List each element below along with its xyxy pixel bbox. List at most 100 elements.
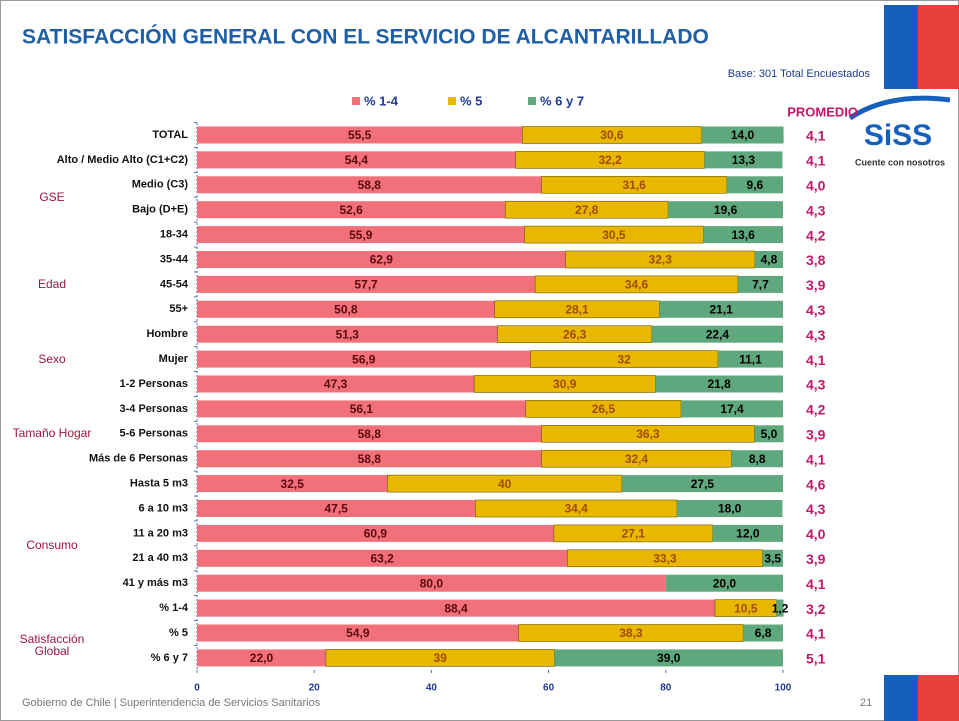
category-label: 5-6 Personas xyxy=(120,428,188,440)
bar-segment xyxy=(737,275,783,293)
base-note: Base: 301 Total Encuestados xyxy=(728,68,871,80)
bar-segment xyxy=(762,549,783,567)
bar-segment xyxy=(197,350,531,368)
bar-segment xyxy=(197,549,568,567)
bar-segment xyxy=(197,425,542,443)
average-value: 4,0 xyxy=(806,526,826,542)
flag-red xyxy=(918,5,959,89)
value-label: 32,3 xyxy=(649,253,673,267)
bar-segment xyxy=(659,300,783,318)
logo: SiSS xyxy=(864,119,932,152)
value-label: 56,9 xyxy=(352,352,376,366)
logo-swoosh xyxy=(848,95,951,121)
bar-segment xyxy=(197,126,523,144)
legend-label: % 5 xyxy=(460,93,482,108)
legend-swatch xyxy=(352,97,360,105)
average-value: 3,8 xyxy=(806,252,826,268)
value-label: 47,3 xyxy=(324,377,348,391)
x-tick-label: 80 xyxy=(660,683,672,694)
category-label: 11 a 20 m3 xyxy=(133,527,188,539)
value-label: 60,9 xyxy=(364,527,388,541)
category-label: Hombre xyxy=(146,328,188,340)
value-label: 1,2 xyxy=(772,601,789,615)
category-label: 6 a 10 m3 xyxy=(138,502,188,514)
value-label: 40 xyxy=(498,477,512,491)
value-label: 30,5 xyxy=(602,228,626,242)
bar-segment xyxy=(197,176,542,194)
page-number: 21 xyxy=(860,697,872,709)
footer: Gobierno de Chile | Superintendencia de … xyxy=(22,697,321,709)
category-label: Hasta 5 m3 xyxy=(130,478,188,490)
value-label: 18,0 xyxy=(718,502,742,516)
average-value: 5,1 xyxy=(806,651,826,667)
value-label: 28,1 xyxy=(565,302,589,316)
bar-segment xyxy=(754,425,784,443)
average-value: 4,3 xyxy=(806,327,826,343)
bar-segment xyxy=(197,151,516,169)
value-label: 47,5 xyxy=(324,502,348,516)
value-label: 13,3 xyxy=(732,153,756,167)
value-label: 21,8 xyxy=(707,377,731,391)
bar-segment xyxy=(197,524,554,542)
bar-segment xyxy=(197,450,542,468)
bar-segment xyxy=(754,251,783,268)
average-value: 3,9 xyxy=(806,277,826,293)
value-label: 62,9 xyxy=(370,253,394,267)
value-label: 20,0 xyxy=(713,576,737,590)
average-value: 4,1 xyxy=(806,352,826,368)
bar-segment xyxy=(197,300,495,318)
value-label: 7,7 xyxy=(752,278,769,292)
legend-swatch xyxy=(528,97,536,105)
group-label: Edad xyxy=(37,276,67,291)
bar-segment xyxy=(776,599,784,617)
x-tick-label: 40 xyxy=(426,683,438,694)
value-label: 14,0 xyxy=(731,128,755,142)
bar-segment xyxy=(521,126,702,144)
bar-segment xyxy=(197,375,475,393)
average-value: 4,2 xyxy=(806,402,826,418)
bar-segment xyxy=(197,251,566,268)
group-label: Satisfacción Global xyxy=(19,632,85,658)
category-label: % 6 y 7 xyxy=(151,652,188,664)
flag-blue xyxy=(884,675,918,721)
value-label: 32 xyxy=(618,352,632,366)
average-title: PROMEDIO xyxy=(787,104,858,119)
title: SATISFACCIÓN GENERAL CON EL SERVICIO DE … xyxy=(22,25,709,49)
value-label: 17,4 xyxy=(720,402,744,416)
average-value: 4,1 xyxy=(806,128,826,144)
average-value: 4,3 xyxy=(806,501,826,517)
value-label: 21,1 xyxy=(709,302,733,316)
bar-segment xyxy=(197,574,666,592)
category-label: Alto / Medio Alto (C1+C2) xyxy=(57,154,189,166)
value-label: 55,5 xyxy=(348,128,372,142)
bar-segment xyxy=(197,400,526,418)
category-label: % 5 xyxy=(169,627,188,639)
flag-red xyxy=(918,675,959,721)
value-label: 26,3 xyxy=(563,327,587,341)
bar-segment xyxy=(668,201,783,219)
bar-segment xyxy=(197,500,476,517)
value-label: 33,3 xyxy=(653,551,677,565)
value-label: 30,6 xyxy=(600,128,624,142)
value-label: 34,4 xyxy=(564,502,588,516)
value-label: 3,5 xyxy=(764,551,781,565)
value-label: 52,6 xyxy=(339,203,363,217)
value-label: 51,3 xyxy=(336,327,360,341)
bar-segment xyxy=(701,126,784,144)
bar-segment xyxy=(665,574,783,592)
value-label: 57,7 xyxy=(354,278,378,292)
bar-segment xyxy=(197,624,519,642)
group-label: GSE xyxy=(39,189,65,204)
value-label: 58,8 xyxy=(358,427,382,441)
bar-segment xyxy=(197,599,716,617)
legend-label: % 6 y 7 xyxy=(540,93,584,108)
average-value: 4,1 xyxy=(806,626,826,642)
bar-segment xyxy=(714,599,777,617)
category-label: 45-54 xyxy=(160,278,189,290)
value-label: 32,2 xyxy=(598,153,622,167)
value-label: 13,6 xyxy=(731,228,755,242)
category-label: 18-34 xyxy=(160,229,189,241)
value-label: 11,1 xyxy=(739,352,762,366)
value-label: 58,8 xyxy=(358,178,382,192)
value-label: 10,5 xyxy=(734,601,758,615)
